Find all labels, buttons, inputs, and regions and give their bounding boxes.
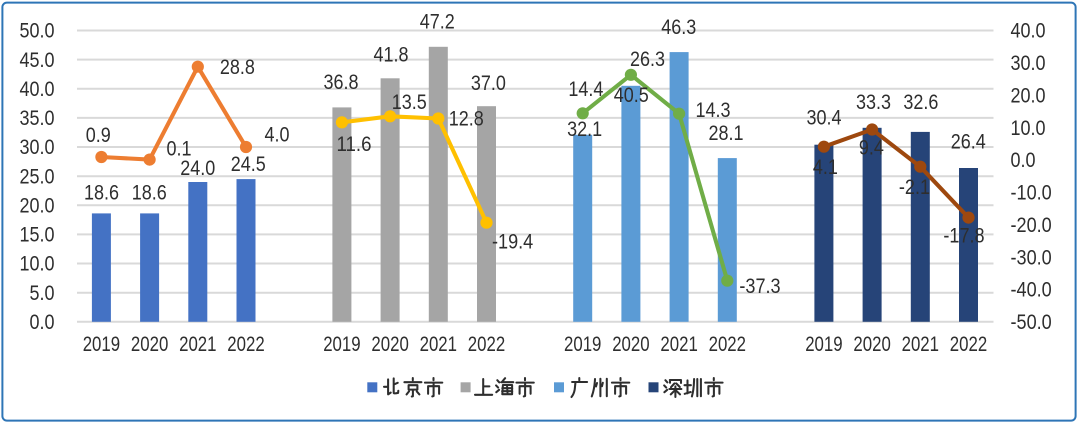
svg-text:-30.0: -30.0: [1011, 246, 1052, 269]
svg-text:12.8: 12.8: [449, 107, 484, 130]
svg-text:2020: 2020: [371, 333, 408, 356]
svg-text:40.0: 40.0: [1011, 20, 1046, 43]
svg-text:46.3: 46.3: [661, 16, 696, 39]
svg-text:14.4: 14.4: [568, 78, 603, 101]
svg-text:20.0: 20.0: [20, 195, 55, 218]
svg-text:2022: 2022: [950, 333, 987, 356]
svg-text:24.0: 24.0: [180, 157, 215, 180]
svg-text:-40.0: -40.0: [1011, 279, 1052, 302]
svg-text:11.6: 11.6: [337, 133, 372, 156]
svg-text:26.3: 26.3: [630, 48, 665, 71]
svg-text:2019: 2019: [564, 333, 601, 356]
svg-text:2019: 2019: [83, 333, 120, 356]
svg-text:2019: 2019: [323, 333, 360, 356]
svg-text:10.0: 10.0: [1011, 117, 1046, 140]
svg-text:0.0: 0.0: [30, 311, 55, 334]
svg-text:13.5: 13.5: [392, 91, 427, 114]
svg-text:10.0: 10.0: [20, 253, 55, 276]
svg-text:2022: 2022: [227, 333, 264, 356]
svg-text:32.6: 32.6: [903, 91, 938, 114]
svg-text:2022: 2022: [709, 333, 746, 356]
svg-text:-17.8: -17.8: [943, 224, 984, 247]
svg-text:37.0: 37.0: [471, 72, 506, 95]
svg-text:45.0: 45.0: [20, 49, 55, 72]
svg-text:40.5: 40.5: [614, 84, 649, 107]
svg-text:33.3: 33.3: [856, 91, 891, 114]
svg-text:28.1: 28.1: [709, 122, 744, 145]
svg-text:30.4: 30.4: [807, 107, 842, 130]
svg-text:2020: 2020: [131, 333, 168, 356]
svg-text:47.2: 47.2: [420, 11, 455, 34]
svg-text:50.0: 50.0: [20, 20, 55, 43]
svg-text:2021: 2021: [660, 333, 697, 356]
svg-text:2019: 2019: [805, 333, 842, 356]
svg-text:0.1: 0.1: [167, 138, 192, 161]
svg-text:2021: 2021: [420, 333, 457, 356]
svg-text:30.0: 30.0: [1011, 52, 1046, 75]
svg-text:-20.0: -20.0: [1011, 214, 1052, 237]
svg-text:35.0: 35.0: [20, 107, 55, 130]
svg-text:2020: 2020: [853, 333, 890, 356]
svg-text:2021: 2021: [179, 333, 216, 356]
svg-text:18.6: 18.6: [132, 182, 167, 205]
svg-text:28.8: 28.8: [220, 56, 255, 79]
svg-text:20.0: 20.0: [1011, 84, 1046, 107]
svg-text:2020: 2020: [612, 333, 649, 356]
svg-text:24.5: 24.5: [231, 153, 266, 176]
svg-text:0.0: 0.0: [1011, 149, 1036, 172]
svg-text:18.6: 18.6: [84, 182, 119, 205]
svg-text:-10.0: -10.0: [1011, 182, 1052, 205]
svg-text:4.0: 4.0: [265, 124, 290, 147]
svg-text:30.0: 30.0: [20, 136, 55, 159]
svg-text:32.1: 32.1: [567, 118, 602, 141]
svg-text:5.0: 5.0: [30, 282, 55, 305]
svg-text:4.1: 4.1: [813, 156, 838, 179]
svg-text:-2.1: -2.1: [899, 176, 930, 199]
svg-text:0.9: 0.9: [86, 124, 111, 147]
svg-text:41.8: 41.8: [374, 44, 409, 67]
svg-text:15.0: 15.0: [20, 224, 55, 247]
svg-text:-50.0: -50.0: [1011, 311, 1052, 334]
svg-text:-19.4: -19.4: [492, 231, 533, 254]
svg-text:25.0: 25.0: [20, 165, 55, 188]
svg-text:40.0: 40.0: [20, 78, 55, 101]
svg-text:2022: 2022: [468, 333, 505, 356]
svg-text:14.3: 14.3: [696, 99, 731, 122]
svg-text:-37.3: -37.3: [739, 275, 780, 298]
svg-text:26.4: 26.4: [951, 131, 986, 154]
svg-text:2021: 2021: [902, 333, 939, 356]
svg-text:36.8: 36.8: [324, 71, 359, 94]
svg-text:9.4: 9.4: [859, 137, 884, 160]
